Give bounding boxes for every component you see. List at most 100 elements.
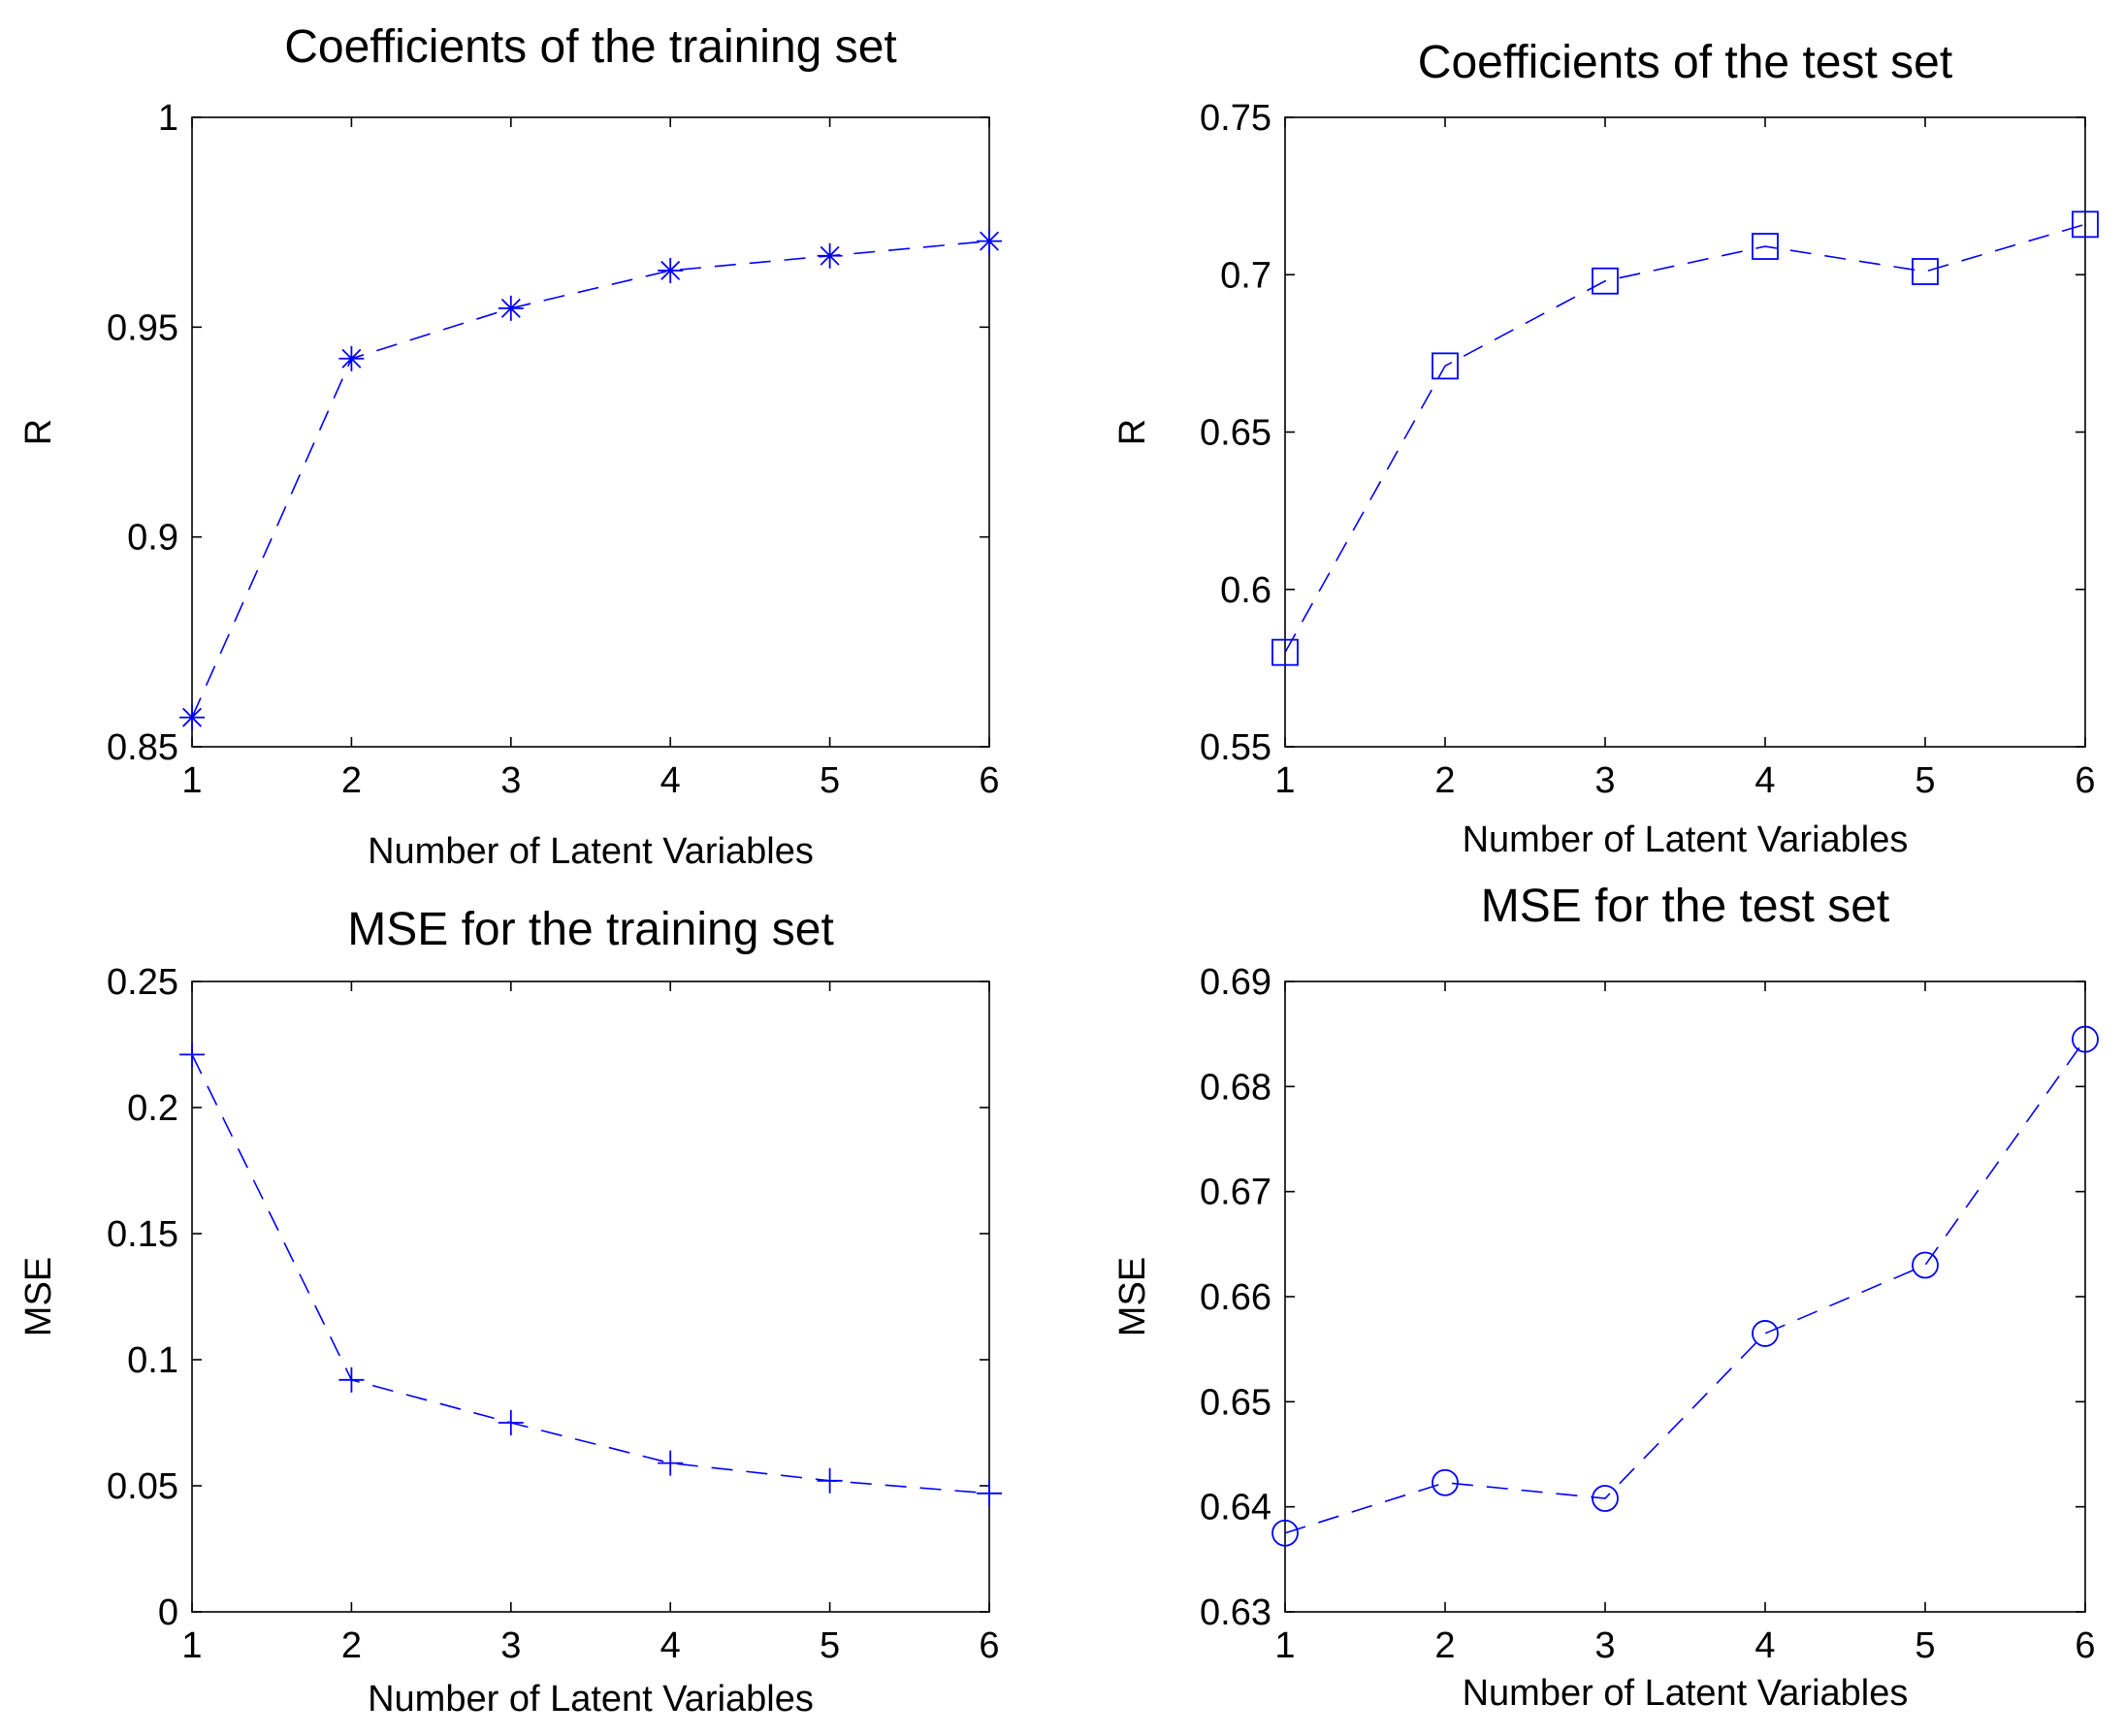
y-tick-label: 0.66 [1200, 1277, 1271, 1318]
data-point-marker [1271, 1519, 1299, 1547]
data-point-marker [2072, 1025, 2099, 1053]
x-axis-label: Number of Latent Variables [1463, 1673, 1909, 1714]
x-tick-label: 6 [979, 1625, 999, 1666]
plot-title: Coefficients of the test set [1418, 37, 1952, 88]
tick-group: 1 2 3 4 5 6 0 0.05 0.1 0.15 0.2 0.25 [107, 962, 1000, 1666]
axes-box [1284, 116, 2086, 748]
y-tick-label: 0.7 [1220, 255, 1271, 296]
x-tick-label: 5 [1915, 760, 1935, 801]
data-point-marker [1592, 267, 1619, 295]
x-tick-label: 2 [1434, 760, 1455, 801]
data-point-marker [1271, 638, 1299, 666]
series-line [1284, 1039, 2086, 1534]
x-axis-label: Number of Latent Variables [1463, 820, 1909, 860]
data-point-marker [1912, 1251, 1939, 1279]
x-tick-label: 4 [1754, 1625, 1775, 1666]
series-group [179, 1042, 1002, 1506]
y-tick-label: 0 [158, 1592, 178, 1633]
data-point-marker [498, 1410, 524, 1435]
y-tick-label: 1 [158, 98, 178, 139]
data-point-marker [658, 1450, 684, 1476]
x-tick-label: 4 [660, 1625, 681, 1666]
x-tick-label: 2 [341, 760, 362, 801]
data-point-marker [817, 242, 843, 269]
panel-training-mse: 1 2 3 4 5 6 0 0.05 0.1 0.15 0.2 0.25 MSE for the tr… [18, 904, 1002, 1720]
y-tick-label: 0.9 [127, 518, 178, 559]
y-tick-label: 0.85 [107, 727, 178, 768]
y-tick-label: 0.15 [107, 1214, 178, 1255]
data-point-marker [498, 295, 524, 321]
x-tick-label: 6 [979, 760, 999, 801]
x-tick-label: 1 [181, 1625, 202, 1666]
x-tick-label: 1 [1274, 760, 1295, 801]
axes-box [1284, 981, 2086, 1613]
data-point-marker [1432, 1468, 1459, 1496]
data-point-marker [977, 1480, 1002, 1506]
y-tick-label: 0.1 [127, 1340, 178, 1381]
x-axis-label: Number of Latent Variables [368, 1679, 814, 1720]
plot-title: MSE for the test set [1481, 881, 1890, 932]
axes-box [191, 116, 990, 748]
x-tick-label: 2 [1434, 1625, 1455, 1666]
x-tick-label: 1 [1274, 1625, 1295, 1666]
data-point-marker [1592, 1485, 1619, 1512]
y-axis-label: MSE [1112, 1257, 1153, 1336]
data-point-marker [338, 345, 365, 371]
y-tick-label: 0.25 [107, 962, 178, 1003]
data-point-marker [658, 257, 684, 283]
x-tick-label: 4 [1754, 760, 1775, 801]
panel-test-r: 1 2 3 4 5 6 0.55 0.6 0.65 0.7 0.75 Coefficients of… [1112, 37, 2099, 860]
series-group [179, 228, 1002, 730]
data-point-marker [1752, 1320, 1779, 1347]
data-point-marker [977, 228, 1002, 254]
x-tick-label: 1 [181, 760, 202, 801]
tick-group: 1 2 3 4 5 6 0.63 0.64 0.65 0.66 0.67 0.68 0.69 [1200, 962, 2096, 1666]
series-line [191, 240, 990, 719]
y-tick-label: 0.55 [1200, 727, 1271, 768]
data-point-marker [2072, 210, 2099, 239]
data-point-marker [817, 1467, 843, 1494]
x-tick-label: 6 [2075, 1625, 2095, 1666]
data-point-marker [1912, 258, 1939, 285]
series-line [191, 1054, 990, 1495]
y-tick-label: 0.64 [1200, 1488, 1271, 1528]
x-tick-label: 3 [1594, 760, 1615, 801]
y-tick-label: 0.95 [107, 307, 178, 348]
x-tick-label: 5 [1915, 1625, 1935, 1666]
series-group [1271, 210, 2099, 666]
panel-training-r: 1 2 3 4 5 6 0.85 0.9 0.95 1 Coefficients of the t… [18, 21, 1002, 872]
axes-box [191, 981, 990, 1613]
y-tick-label: 0.65 [1200, 1382, 1271, 1423]
plot-title: MSE for the training set [347, 904, 834, 955]
y-tick-label: 0.68 [1200, 1067, 1271, 1108]
y-tick-label: 0.05 [107, 1466, 178, 1507]
x-tick-label: 3 [500, 760, 521, 801]
x-tick-label: 5 [820, 1625, 840, 1666]
x-axis-label: Number of Latent Variables [368, 831, 814, 872]
data-point-marker [338, 1366, 365, 1393]
x-tick-label: 5 [820, 760, 840, 801]
y-tick-label: 0.67 [1200, 1173, 1271, 1213]
x-tick-label: 3 [500, 1625, 521, 1666]
y-tick-label: 0.65 [1200, 413, 1271, 454]
y-axis-label: MSE [18, 1257, 59, 1336]
tick-group: 1 2 3 4 5 6 0.85 0.9 0.95 1 [107, 98, 1000, 801]
y-axis-label: R [1112, 419, 1153, 445]
y-tick-label: 0.6 [1220, 570, 1271, 611]
x-tick-label: 2 [341, 1625, 362, 1666]
data-point-marker [1432, 352, 1459, 380]
tick-group: 1 2 3 4 5 6 0.55 0.6 0.65 0.7 0.75 [1200, 98, 2096, 801]
data-point-marker [1752, 233, 1779, 260]
series-group [1271, 1025, 2099, 1547]
data-point-marker [179, 1042, 205, 1068]
y-tick-label: 0.69 [1200, 962, 1271, 1003]
x-tick-label: 6 [2075, 760, 2095, 801]
y-tick-label: 0.2 [127, 1088, 178, 1129]
data-point-marker [179, 704, 205, 730]
y-tick-label: 0.75 [1200, 98, 1271, 139]
plot-title: Coefficients of the training set [284, 21, 896, 73]
x-tick-label: 3 [1594, 1625, 1615, 1666]
panel-test-mse: 1 2 3 4 5 6 0.63 0.64 0.65 0.66 0.67 0.68 0.69 MSE f… [1112, 881, 2099, 1714]
y-tick-label: 0.63 [1200, 1592, 1271, 1633]
